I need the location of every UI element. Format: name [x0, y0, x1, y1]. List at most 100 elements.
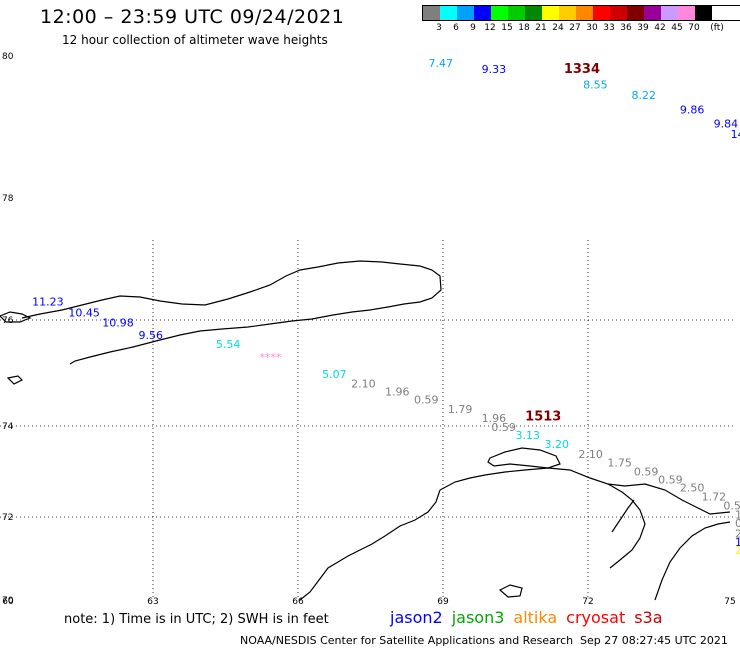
wave-height-value: 0.59 — [723, 500, 740, 513]
wave-height-value: 9.86 — [680, 103, 705, 116]
coastline-bay — [487, 447, 561, 469]
map-title: 12:00 – 23:59 UTC 09/24/2021 — [40, 6, 345, 28]
legend-label: 33 — [603, 23, 615, 33]
wave-height-value: 11.94 — [735, 536, 740, 549]
wave-height-value: 2.10 — [351, 378, 376, 391]
legend-label: 6 — [453, 23, 459, 33]
wave-height-value: 10.45 — [68, 307, 100, 320]
coastline-inner — [611, 499, 635, 533]
coastline-island-east — [498, 584, 523, 598]
legend-swatch — [440, 6, 457, 20]
wave-height-value: 2.10 — [578, 448, 603, 461]
coastline-north-island — [21, 260, 442, 365]
wave-height-value: 10.98 — [102, 317, 134, 330]
legend-swatch — [661, 6, 678, 20]
wave-height-value: 3.13 — [516, 429, 541, 442]
wave-height-value: 1.98 — [735, 509, 740, 522]
wave-height-value: 8.22 — [632, 89, 657, 102]
legend-swatch — [678, 6, 695, 20]
wave-height-value: 2.50 — [680, 481, 705, 494]
wave-height-value: 1.79 — [448, 403, 473, 416]
wave-height-value: 1513 — [525, 409, 561, 424]
legend-label: 18 — [518, 23, 530, 33]
legend-swatch — [610, 6, 627, 20]
legend-label: 3 — [436, 23, 442, 33]
wave-height-value: 5.07 — [322, 368, 347, 381]
wave-height-value: 2.09 — [735, 528, 740, 541]
longitude-label: 69 — [437, 597, 449, 605]
legend-swatch — [542, 6, 559, 20]
legend-label: 27 — [569, 23, 581, 33]
legend-label: 12 — [484, 23, 496, 33]
map-subtitle: 12 hour collection of altimeter wave hei… — [62, 33, 328, 47]
wave-height-value: 0.59 — [491, 421, 516, 434]
satellite-name: cryosat — [566, 608, 626, 627]
coastline-kara-shore — [439, 467, 646, 569]
wave-height-value: 7.47 — [429, 57, 454, 70]
wave-height-value: 1.75 — [607, 456, 632, 469]
wave-height-value: 1.72 — [702, 491, 727, 504]
wave-height-value: 1.96 — [482, 412, 507, 425]
credit-line: NOAA/NESDIS Center for Satellite Applica… — [240, 634, 574, 647]
coastline — [0, 260, 731, 601]
wave-height-value: 0.59 — [634, 466, 659, 479]
longitude-label: 66 — [292, 597, 304, 605]
legend-label: 24 — [552, 23, 564, 33]
wave-height-value: **** — [259, 351, 282, 364]
latitude-label: 78 — [2, 194, 14, 204]
wave-height-value: 1.96 — [385, 386, 410, 399]
legend-swatch — [627, 6, 644, 20]
legend-label: 9 — [470, 23, 476, 33]
legend-label: 42 — [654, 23, 666, 33]
legend-swatch — [491, 6, 508, 20]
latitude-label: 74 — [2, 422, 14, 432]
coastline-island-small — [6, 375, 24, 385]
legend-color-bar — [422, 5, 740, 21]
satellite-name: jason3 — [451, 608, 505, 627]
wave-height-value: 9.84 — [714, 117, 739, 130]
legend-swatch — [508, 6, 525, 20]
wave-height-value: 0.59 — [735, 517, 740, 530]
legend-label: 45 — [671, 23, 683, 33]
legend-swatch — [457, 6, 474, 20]
wave-height-value: 8.55 — [583, 78, 608, 91]
legend-swatch — [576, 6, 593, 20]
legend-label: 39 — [637, 23, 649, 33]
wave-height-value: 5.54 — [216, 338, 241, 351]
wave-height-value: 14 — [731, 128, 740, 141]
longitude-label: 72 — [582, 597, 593, 605]
wave-height-value: 3.20 — [545, 438, 570, 451]
legend-swatch — [525, 6, 542, 20]
legend-labels: 3 6 9 12 15 18 21 24 27 30 33 36 39 42 45 70 (ft) — [422, 21, 740, 35]
wave-height-value: 1334 — [564, 62, 600, 77]
legend-label: 30 — [586, 23, 598, 33]
longitude-label: 75 — [724, 597, 735, 605]
coastline-island-west — [0, 311, 32, 323]
satellite-key: jason2 jason3 altika cryosat s3a — [390, 608, 672, 627]
legend-label: 70 — [688, 23, 700, 33]
wave-height-value: 9.56 — [139, 329, 164, 342]
legend-swatch — [559, 6, 576, 20]
wave-height-value: 0.59 — [414, 394, 439, 407]
legend-unit: (ft) — [710, 23, 724, 33]
wave-height-value: 0.59 — [658, 474, 683, 487]
generated-timestamp: Sep 27 08:27:45 UTC 2021 — [580, 634, 728, 647]
longitude-label: 60 — [2, 597, 14, 605]
satellite-name: s3a — [634, 608, 663, 627]
wave-height-legend: 3 6 9 12 15 18 21 24 27 30 33 36 39 42 45 70 (ft) — [422, 5, 740, 35]
legend-swatch — [644, 6, 661, 20]
coastline-yamal — [607, 483, 731, 515]
satellite-name: jason2 — [390, 608, 443, 627]
footer-note: note: 1) Time is in UTC; 2) SWH is in fe… — [64, 612, 329, 627]
wave-height-value: 9.33 — [482, 63, 507, 76]
legend-swatch — [423, 6, 440, 20]
legend-swatch — [474, 6, 491, 20]
graticule-grid — [0, 240, 735, 600]
legend-swatch — [593, 6, 610, 20]
latitude-label: 70 — [2, 596, 14, 605]
legend-label: 36 — [620, 23, 632, 33]
coastline-gydan — [654, 521, 731, 601]
